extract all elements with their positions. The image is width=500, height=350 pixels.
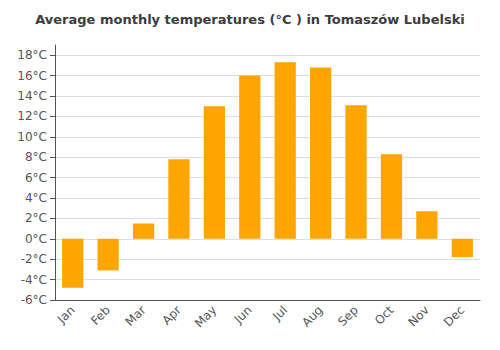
svg-text:16°C: 16°C (17, 69, 47, 83)
svg-text:Jun: Jun (231, 303, 255, 327)
svg-text:Jul: Jul (269, 303, 290, 324)
svg-text:-4°C: -4°C (21, 273, 47, 287)
svg-text:Apr: Apr (159, 303, 184, 328)
svg-text:4°C: 4°C (25, 191, 47, 205)
svg-text:0°C: 0°C (25, 232, 47, 246)
svg-text:Average monthly temperatures (: Average monthly temperatures (°C ) in To… (35, 12, 465, 27)
svg-text:May: May (192, 303, 219, 330)
svg-text:Mar: Mar (123, 303, 149, 329)
svg-text:Jan: Jan (54, 303, 78, 327)
svg-text:-6°C: -6°C (21, 293, 47, 307)
svg-text:Dec: Dec (441, 303, 467, 329)
svg-text:2°C: 2°C (25, 211, 47, 225)
svg-text:Feb: Feb (88, 303, 113, 328)
svg-text:18°C: 18°C (17, 48, 47, 62)
svg-text:-2°C: -2°C (21, 252, 47, 266)
svg-text:Oct: Oct (372, 303, 397, 328)
svg-text:12°C: 12°C (17, 109, 47, 123)
svg-text:Sep: Sep (335, 303, 361, 329)
svg-text:6°C: 6°C (25, 171, 47, 185)
svg-text:8°C: 8°C (25, 150, 47, 164)
svg-text:Aug: Aug (299, 303, 325, 329)
svg-text:10°C: 10°C (17, 130, 47, 144)
svg-text:Nov: Nov (405, 303, 431, 329)
svg-text:14°C: 14°C (17, 89, 47, 103)
